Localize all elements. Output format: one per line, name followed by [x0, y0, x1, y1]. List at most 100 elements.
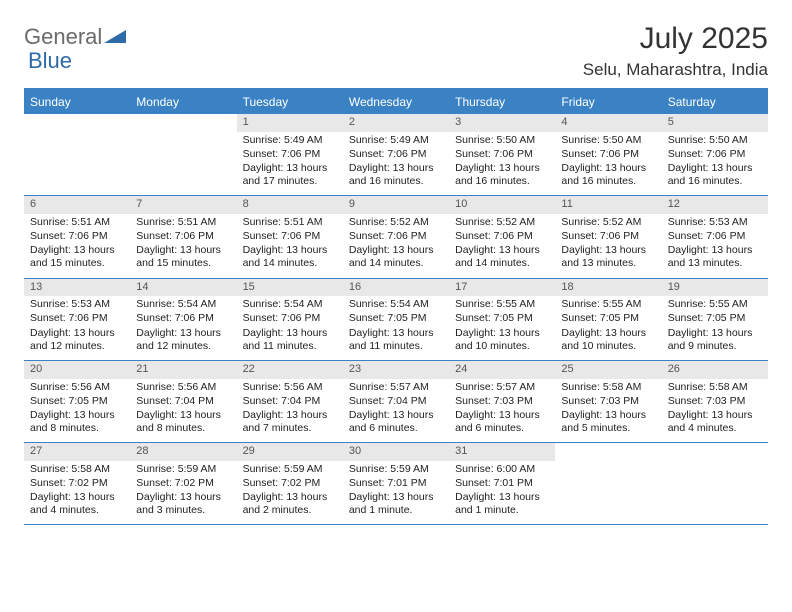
day-cell: 1Sunrise: 5:49 AMSunset: 7:06 PMDaylight… [237, 114, 343, 195]
logo-text-blue: Blue [28, 48, 72, 74]
day-body: Sunrise: 5:59 AMSunset: 7:02 PMDaylight:… [130, 463, 236, 521]
day-body: Sunrise: 5:59 AMSunset: 7:02 PMDaylight:… [237, 463, 343, 521]
logo-triangle-icon [104, 27, 126, 48]
day-body: Sunrise: 5:56 AMSunset: 7:04 PMDaylight:… [130, 381, 236, 439]
day-cell: 15Sunrise: 5:54 AMSunset: 7:06 PMDayligh… [237, 279, 343, 360]
sunrise-line: Sunrise: 5:55 AM [668, 298, 762, 311]
page: General July 2025 Selu, Maharashtra, Ind… [0, 0, 792, 525]
daylight-line: Daylight: 13 hours and 16 minutes. [561, 162, 655, 188]
day-cell: 26Sunrise: 5:58 AMSunset: 7:03 PMDayligh… [662, 361, 768, 442]
daylight-line: Daylight: 13 hours and 6 minutes. [349, 409, 443, 435]
sunrise-line: Sunrise: 5:53 AM [668, 216, 762, 229]
sunset-line: Sunset: 7:04 PM [136, 395, 230, 408]
daylight-line: Daylight: 13 hours and 6 minutes. [455, 409, 549, 435]
day-number: 29 [237, 443, 343, 461]
day-number: 18 [555, 279, 661, 297]
day-number: 14 [130, 279, 236, 297]
week-row: ..1Sunrise: 5:49 AMSunset: 7:06 PMDaylig… [24, 114, 768, 196]
day-number: 16 [343, 279, 449, 297]
logo: General [24, 24, 126, 50]
day-number: 5 [662, 114, 768, 132]
sunset-line: Sunset: 7:06 PM [136, 230, 230, 243]
sunset-line: Sunset: 7:06 PM [30, 230, 124, 243]
sunset-line: Sunset: 7:05 PM [349, 312, 443, 325]
day-cell: 20Sunrise: 5:56 AMSunset: 7:05 PMDayligh… [24, 361, 130, 442]
week-row: 13Sunrise: 5:53 AMSunset: 7:06 PMDayligh… [24, 279, 768, 361]
day-number: 15 [237, 279, 343, 297]
day-cell: 10Sunrise: 5:52 AMSunset: 7:06 PMDayligh… [449, 196, 555, 277]
sunset-line: Sunset: 7:02 PM [243, 477, 337, 490]
logo-text-general: General [24, 24, 102, 50]
day-body: Sunrise: 5:58 AMSunset: 7:03 PMDaylight:… [662, 381, 768, 439]
daylight-line: Daylight: 13 hours and 16 minutes. [349, 162, 443, 188]
day-number: 9 [343, 196, 449, 214]
sunset-line: Sunset: 7:06 PM [668, 230, 762, 243]
day-body: Sunrise: 5:58 AMSunset: 7:03 PMDaylight:… [555, 381, 661, 439]
sunset-line: Sunset: 7:06 PM [136, 312, 230, 325]
sunset-line: Sunset: 7:04 PM [349, 395, 443, 408]
day-body: Sunrise: 6:00 AMSunset: 7:01 PMDaylight:… [449, 463, 555, 521]
sunset-line: Sunset: 7:06 PM [243, 312, 337, 325]
day-cell: 7Sunrise: 5:51 AMSunset: 7:06 PMDaylight… [130, 196, 236, 277]
day-number: 23 [343, 361, 449, 379]
sunset-line: Sunset: 7:06 PM [243, 148, 337, 161]
day-body: Sunrise: 5:52 AMSunset: 7:06 PMDaylight:… [449, 216, 555, 274]
day-number: 2 [343, 114, 449, 132]
daylight-line: Daylight: 13 hours and 12 minutes. [136, 327, 230, 353]
day-header: Thursday [449, 91, 555, 114]
calendar-body: ..1Sunrise: 5:49 AMSunset: 7:06 PMDaylig… [24, 114, 768, 525]
sunset-line: Sunset: 7:06 PM [561, 230, 655, 243]
sunset-line: Sunset: 7:05 PM [30, 395, 124, 408]
daylight-line: Daylight: 13 hours and 5 minutes. [561, 409, 655, 435]
title-block: July 2025 Selu, Maharashtra, India [583, 22, 768, 80]
daylight-line: Daylight: 13 hours and 11 minutes. [243, 327, 337, 353]
sunrise-line: Sunrise: 5:52 AM [561, 216, 655, 229]
sunset-line: Sunset: 7:06 PM [455, 230, 549, 243]
daylight-line: Daylight: 13 hours and 2 minutes. [243, 491, 337, 517]
day-number: 13 [24, 279, 130, 297]
daylight-line: Daylight: 13 hours and 14 minutes. [349, 244, 443, 270]
day-cell: 24Sunrise: 5:57 AMSunset: 7:03 PMDayligh… [449, 361, 555, 442]
day-number: 28 [130, 443, 236, 461]
day-body: Sunrise: 5:58 AMSunset: 7:02 PMDaylight:… [24, 463, 130, 521]
sunrise-line: Sunrise: 5:57 AM [349, 381, 443, 394]
day-number: 4 [555, 114, 661, 132]
day-cell: 11Sunrise: 5:52 AMSunset: 7:06 PMDayligh… [555, 196, 661, 277]
day-cell: 28 Sunrise: 5:59 AMSunset: 7:02 PMDayligh… [130, 443, 236, 524]
day-cell: 3Sunrise: 5:50 AMSunset: 7:06 PMDaylight… [449, 114, 555, 195]
day-body: Sunrise: 5:56 AMSunset: 7:04 PMDaylight:… [237, 381, 343, 439]
daylight-line: Daylight: 13 hours and 11 minutes. [349, 327, 443, 353]
day-body: Sunrise: 5:52 AMSunset: 7:06 PMDaylight:… [343, 216, 449, 274]
day-cell: 17Sunrise: 5:55 AMSunset: 7:05 PMDayligh… [449, 279, 555, 360]
day-cell: 19Sunrise: 5:55 AMSunset: 7:05 PMDayligh… [662, 279, 768, 360]
day-number: 24 [449, 361, 555, 379]
sunset-line: Sunset: 7:03 PM [455, 395, 549, 408]
day-cell: 6Sunrise: 5:51 AMSunset: 7:06 PMDaylight… [24, 196, 130, 277]
day-cell: 18Sunrise: 5:55 AMSunset: 7:05 PMDayligh… [555, 279, 661, 360]
week-row: 27 Sunrise: 5:58 AMSunset: 7:02 PMDayligh… [24, 443, 768, 525]
day-body: Sunrise: 5:57 AMSunset: 7:04 PMDaylight:… [343, 381, 449, 439]
day-header: Wednesday [343, 91, 449, 114]
sunset-line: Sunset: 7:05 PM [668, 312, 762, 325]
sunrise-line: Sunrise: 5:55 AM [455, 298, 549, 311]
day-cell: . [130, 114, 236, 195]
day-body: Sunrise: 5:52 AMSunset: 7:06 PMDaylight:… [555, 216, 661, 274]
day-body: Sunrise: 5:53 AMSunset: 7:06 PMDaylight:… [24, 298, 130, 356]
daylight-line: Daylight: 13 hours and 16 minutes. [455, 162, 549, 188]
daylight-line: Daylight: 13 hours and 14 minutes. [455, 244, 549, 270]
day-number: 22 [237, 361, 343, 379]
daylight-line: Daylight: 13 hours and 7 minutes. [243, 409, 337, 435]
day-body: Sunrise: 5:56 AMSunset: 7:05 PMDaylight:… [24, 381, 130, 439]
sunset-line: Sunset: 7:01 PM [455, 477, 549, 490]
sunrise-line: Sunrise: 5:51 AM [243, 216, 337, 229]
day-cell: 2Sunrise: 5:49 AMSunset: 7:06 PMDaylight… [343, 114, 449, 195]
day-header: Sunday [24, 91, 130, 114]
daylight-line: Daylight: 13 hours and 15 minutes. [136, 244, 230, 270]
sunrise-line: Sunrise: 5:51 AM [30, 216, 124, 229]
sunrise-line: Sunrise: 6:00 AM [455, 463, 549, 476]
day-number: 21 [130, 361, 236, 379]
sunrise-line: Sunrise: 5:52 AM [455, 216, 549, 229]
day-number: 27 [24, 443, 130, 461]
daylight-line: Daylight: 13 hours and 3 minutes. [136, 491, 230, 517]
sunrise-line: Sunrise: 5:56 AM [243, 381, 337, 394]
